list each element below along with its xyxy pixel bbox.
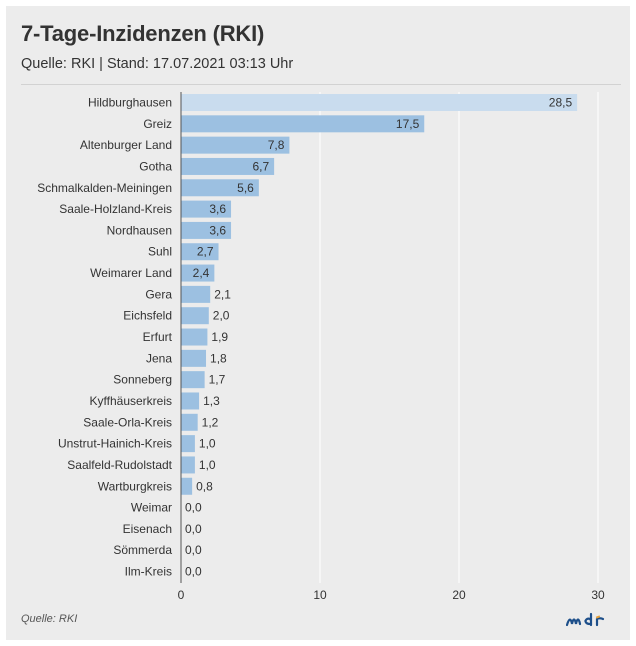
category-label: Eisenach [123,522,172,536]
header-divider [21,84,621,85]
category-label: Unstrut-Hainich-Kreis [58,437,172,451]
value-label: 2,0 [213,309,230,323]
bar [181,392,200,410]
value-label: 1,9 [211,330,228,344]
value-label: 17,5 [396,117,420,131]
category-label: Hildburghausen [88,96,172,110]
mdr-logo-icon[interactable] [566,612,612,628]
bar [181,371,205,389]
bar [181,200,232,218]
category-label: Weimar [131,501,172,515]
chart-title: 7-Tage-Inzidenzen (RKI) [21,21,265,46]
value-label: 6,7 [252,159,269,173]
category-label: Greiz [143,117,172,131]
value-label: 3,6 [209,223,226,237]
value-label: 28,5 [549,96,573,110]
value-label: 7,8 [268,138,285,152]
bar [181,94,578,111]
category-label: Gotha [139,159,172,173]
bar [181,221,232,239]
bar [181,179,259,197]
category-label: Altenburger Land [80,138,172,152]
category-label: Eichsfeld [123,309,172,323]
x-tick-label: 10 [313,588,327,602]
value-label: 2,1 [214,287,231,301]
bar [181,264,215,282]
category-label: Erfurt [143,330,173,344]
category-label: Sonneberg [113,373,172,387]
value-label: 2,4 [193,266,210,280]
category-label: Saale-Orla-Kreis [83,415,172,429]
value-label: 0,8 [196,479,213,493]
category-label: Kyffhäuserkreis [90,394,172,408]
category-label: Saale-Holzland-Kreis [59,202,172,216]
value-label: 5,6 [237,181,254,195]
category-label: Schmalkalden-Meiningen [37,181,172,195]
category-label: Nordhausen [107,223,172,237]
bar [181,477,193,495]
bar [181,157,275,175]
category-label: Jena [146,351,172,365]
value-label: 2,7 [197,245,214,259]
bar [181,328,208,346]
value-label: 1,3 [203,394,220,408]
bar [181,243,219,261]
bar [181,307,209,325]
bar [181,413,198,431]
bar [181,349,207,367]
category-label: Suhl [148,245,172,259]
category-label: Saalfeld-Rudolstadt [67,458,172,472]
value-label: 0,0 [185,522,202,536]
bar [181,435,195,453]
bar [181,285,211,303]
bar [181,456,195,474]
value-label: 1,2 [202,415,219,429]
value-label: 0,0 [185,565,202,579]
chart-subtitle: Quelle: RKI | Stand: 17.07.2021 03:13 Uh… [21,56,294,72]
x-tick-label: 30 [591,588,605,602]
category-label: Gera [145,287,172,301]
bar [181,115,425,133]
x-tick-label: 0 [178,588,185,602]
value-label: 0,0 [185,543,202,557]
value-label: 1,0 [199,437,216,451]
category-label: Sömmerda [113,543,172,557]
value-label: 1,8 [210,351,227,365]
value-label: 3,6 [209,202,226,216]
x-tick-label: 20 [452,588,466,602]
value-label: 1,0 [199,458,216,472]
category-label: Wartburgkreis [98,479,172,493]
category-label: Weimarer Land [90,266,172,280]
value-label: 0,0 [185,501,202,515]
bar [181,136,290,154]
chart-frame [6,6,630,640]
category-label: Ilm-Kreis [125,565,172,579]
footer-source: Quelle: RKI [21,613,78,625]
value-label: 1,7 [209,373,226,387]
